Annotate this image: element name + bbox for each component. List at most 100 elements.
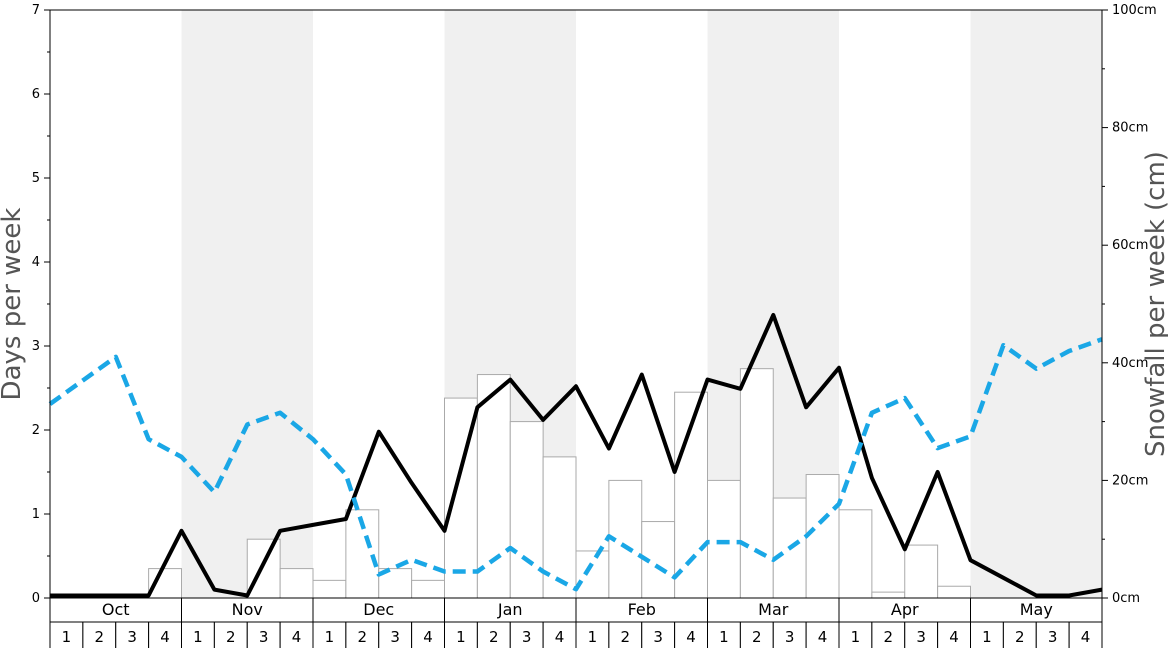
- month-label: Jan: [497, 600, 523, 619]
- snowfall-bar: [575, 550, 610, 599]
- left-tick-label: 0: [32, 591, 40, 606]
- week-label: 4: [555, 628, 565, 646]
- week-label: 1: [456, 628, 466, 646]
- left-tick-label: 1: [32, 507, 40, 522]
- week-cell: [476, 621, 511, 648]
- month-band-nov: [181, 10, 313, 598]
- week-label: 4: [160, 628, 170, 646]
- week-label: 4: [949, 628, 959, 646]
- snowfall-bar: [411, 579, 445, 599]
- left-tick-label: 6: [32, 87, 40, 102]
- week-label: 3: [785, 628, 795, 646]
- left-tick-label: 7: [32, 3, 40, 18]
- right-tick-label: 20cm: [1112, 473, 1148, 488]
- week-cell: [1002, 621, 1037, 648]
- snowfall-bar: [739, 368, 774, 599]
- week-cell: [378, 621, 413, 648]
- week-cell: [1068, 621, 1103, 648]
- right-axis: 0cm 20cm 40cm 60cm 80cm 100cm: [1102, 3, 1157, 606]
- month-label: Mar: [758, 600, 789, 619]
- month-row: Oct Nov Dec Jan Feb Mar Apr May: [49, 597, 1103, 623]
- week-label: 1: [325, 628, 335, 646]
- left-tick-label: 4: [32, 255, 40, 270]
- right-tick-label: 80cm: [1112, 121, 1148, 136]
- week-label: 2: [95, 628, 105, 646]
- week-cell: [838, 621, 873, 648]
- week-cell: [49, 621, 84, 648]
- week-cell: [148, 621, 182, 648]
- week-row: 1 2 3 4 1 2 3 4 1 2 3 4 1 2 3 4 1 2 3 4 1 2 3 4 1 2 3 4 1 2 3 4: [49, 621, 1103, 648]
- week-label: 3: [653, 628, 663, 646]
- snowfall-bar: [509, 421, 544, 599]
- week-cell: [904, 621, 939, 648]
- data-lines: [48, 312, 1103, 598]
- week-cell: [345, 621, 380, 648]
- left-tick-label: 3: [32, 339, 40, 354]
- snowfall-bar: [246, 538, 281, 599]
- right-tick-label: 100cm: [1112, 3, 1157, 18]
- week-label: 3: [916, 628, 926, 646]
- solid-line: [50, 312, 1103, 598]
- week-label: 3: [390, 628, 400, 646]
- snowfall-bar: [805, 474, 840, 599]
- week-label: 2: [226, 628, 236, 646]
- dashed-line: [48, 337, 1103, 592]
- month-cell: [444, 597, 577, 623]
- month-label: Nov: [232, 600, 263, 619]
- week-label: 3: [522, 628, 532, 646]
- month-label: Feb: [628, 600, 656, 619]
- week-cell: [115, 621, 150, 648]
- week-label: 4: [423, 628, 433, 646]
- month-label: Dec: [363, 600, 394, 619]
- left-axis-title: Days per week: [0, 208, 27, 401]
- snowfall-bar: [279, 568, 314, 599]
- week-label: 4: [818, 628, 828, 646]
- week-cell: [608, 621, 643, 648]
- week-cell: [542, 621, 577, 648]
- week-label: 1: [588, 628, 598, 646]
- week-cell: [871, 621, 906, 648]
- month-bands: [181, 10, 1102, 598]
- week-label: 3: [127, 628, 137, 646]
- right-axis-title: Snowfall per week (cm): [1141, 151, 1168, 457]
- week-label: 2: [489, 628, 499, 646]
- week-cell: [82, 621, 117, 648]
- week-label: 1: [982, 628, 992, 646]
- week-cell: [805, 621, 840, 648]
- week-label: 2: [621, 628, 631, 646]
- month-label: Apr: [891, 600, 919, 619]
- week-label: 3: [1048, 628, 1058, 646]
- week-label: 2: [884, 628, 894, 646]
- week-label: 2: [1015, 628, 1025, 646]
- left-tick-label: 5: [32, 171, 40, 186]
- snowfall-bar: [542, 456, 577, 599]
- month-label: Oct: [102, 600, 130, 619]
- week-label: 4: [686, 628, 696, 646]
- snowfall-bar: [707, 479, 741, 599]
- week-cell: [279, 621, 314, 648]
- week-cell: [444, 621, 478, 648]
- snowfall-bar: [476, 374, 511, 599]
- right-tick-label: 0cm: [1112, 591, 1140, 606]
- week-label: 1: [851, 628, 861, 646]
- left-tick-label: 2: [32, 423, 40, 438]
- month-label: May: [1020, 600, 1053, 619]
- snowfall-bar: [871, 591, 906, 599]
- week-cell: [509, 621, 544, 648]
- snowfall-bar: [937, 585, 971, 599]
- snowfall-bar: [838, 509, 873, 599]
- week-label: 2: [752, 628, 762, 646]
- week-cell: [674, 621, 708, 648]
- left-axis: 0 1 2 3 4 5 6 7: [32, 3, 50, 606]
- month-cell: [312, 597, 445, 623]
- right-tick-label: 40cm: [1112, 356, 1148, 371]
- week-label: 3: [259, 628, 269, 646]
- week-label: 1: [193, 628, 203, 646]
- week-label: 1: [719, 628, 729, 646]
- week-label: 1: [62, 628, 72, 646]
- week-label: 4: [1081, 628, 1091, 646]
- week-cell: [937, 621, 971, 648]
- right-tick-label: 60cm: [1112, 238, 1148, 253]
- week-label: 2: [358, 628, 368, 646]
